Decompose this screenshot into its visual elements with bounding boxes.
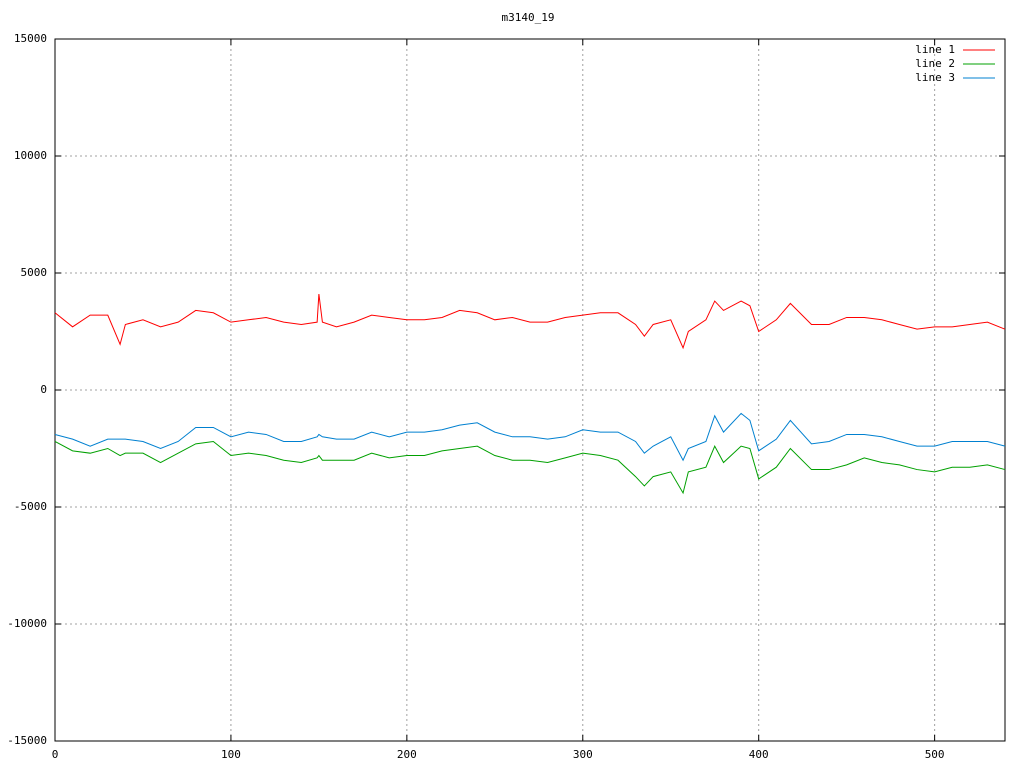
legend-label: line 2 (915, 57, 955, 70)
y-tick-label: -15000 (7, 734, 47, 747)
legend-label: line 3 (915, 71, 955, 84)
x-tick-label: 300 (573, 748, 593, 761)
y-tick-label: -5000 (14, 500, 47, 513)
y-tick-label: 5000 (21, 266, 48, 279)
data-line (54, 293, 1006, 350)
data-line (54, 440, 1006, 495)
y-tick-label: 0 (40, 383, 47, 396)
x-tick-label: 500 (925, 748, 945, 761)
y-tick-label: 15000 (14, 32, 47, 45)
x-tick-label: 200 (397, 748, 417, 761)
x-tick-label: 400 (749, 748, 769, 761)
y-tick-label: -10000 (7, 617, 47, 630)
x-tick-label: 0 (52, 748, 59, 761)
data-line (54, 412, 1006, 462)
legend-label: line 1 (915, 43, 955, 56)
chart-title: m3140_19 (502, 11, 555, 24)
y-tick-label: 10000 (14, 149, 47, 162)
x-tick-label: 100 (221, 748, 241, 761)
